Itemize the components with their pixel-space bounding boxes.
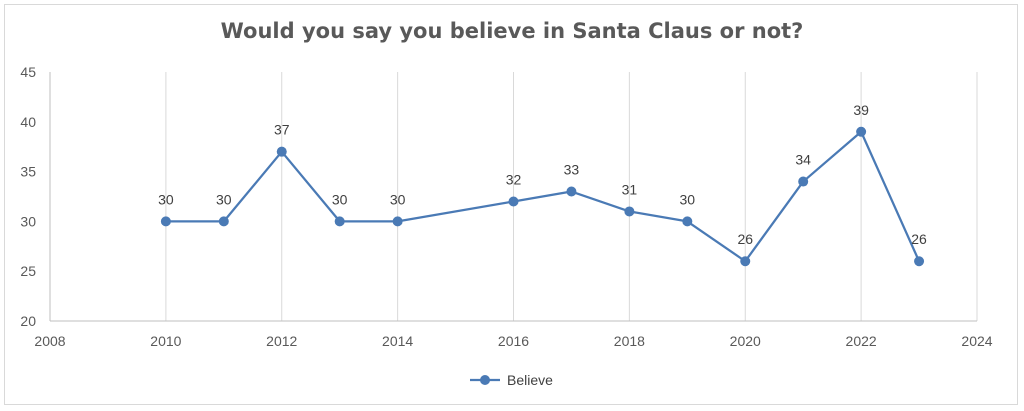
- y-tick-label: 25: [20, 263, 36, 279]
- x-tick-label: 2010: [150, 333, 181, 349]
- x-tick-label: 2022: [846, 333, 877, 349]
- data-label: 30: [216, 191, 232, 207]
- x-tick-label: 2012: [266, 333, 297, 349]
- data-point: [624, 206, 635, 217]
- data-point: [798, 176, 809, 187]
- x-tick-label: 2024: [961, 333, 992, 349]
- data-label: 37: [274, 122, 290, 138]
- data-point: [392, 216, 403, 227]
- y-tick-label: 30: [20, 213, 36, 229]
- x-tick-label: 2008: [34, 333, 65, 349]
- x-tick-label: 2016: [498, 333, 529, 349]
- x-tick-label: 2020: [730, 333, 761, 349]
- legend-marker: [480, 375, 490, 385]
- data-point: [218, 216, 229, 227]
- data-point: [566, 186, 577, 197]
- data-label: 30: [158, 191, 174, 207]
- data-label: 32: [506, 171, 522, 187]
- data-label: 26: [911, 231, 927, 247]
- data-label: 39: [853, 102, 869, 118]
- y-tick-label: 40: [20, 114, 36, 130]
- data-point: [914, 256, 925, 267]
- y-tick-label: 45: [20, 64, 36, 80]
- data-point: [160, 216, 171, 227]
- legend-label: Believe: [507, 372, 553, 388]
- data-label: 33: [564, 162, 580, 178]
- x-tick-label: 2014: [382, 333, 413, 349]
- y-tick-label: 20: [20, 313, 36, 329]
- data-point: [334, 216, 345, 227]
- data-label: 34: [795, 152, 811, 168]
- data-label: 31: [622, 181, 638, 197]
- chart-title: Would you say you believe in Santa Claus…: [220, 19, 804, 43]
- data-label: 30: [332, 191, 348, 207]
- data-label: 30: [680, 191, 696, 207]
- data-label: 30: [390, 191, 406, 207]
- data-label: 26: [737, 231, 753, 247]
- data-point: [508, 196, 519, 207]
- y-tick-label: 35: [20, 164, 36, 180]
- data-point: [856, 126, 867, 137]
- data-point: [740, 256, 751, 267]
- x-tick-label: 2018: [614, 333, 645, 349]
- data-point: [682, 216, 693, 227]
- data-point: [276, 146, 287, 157]
